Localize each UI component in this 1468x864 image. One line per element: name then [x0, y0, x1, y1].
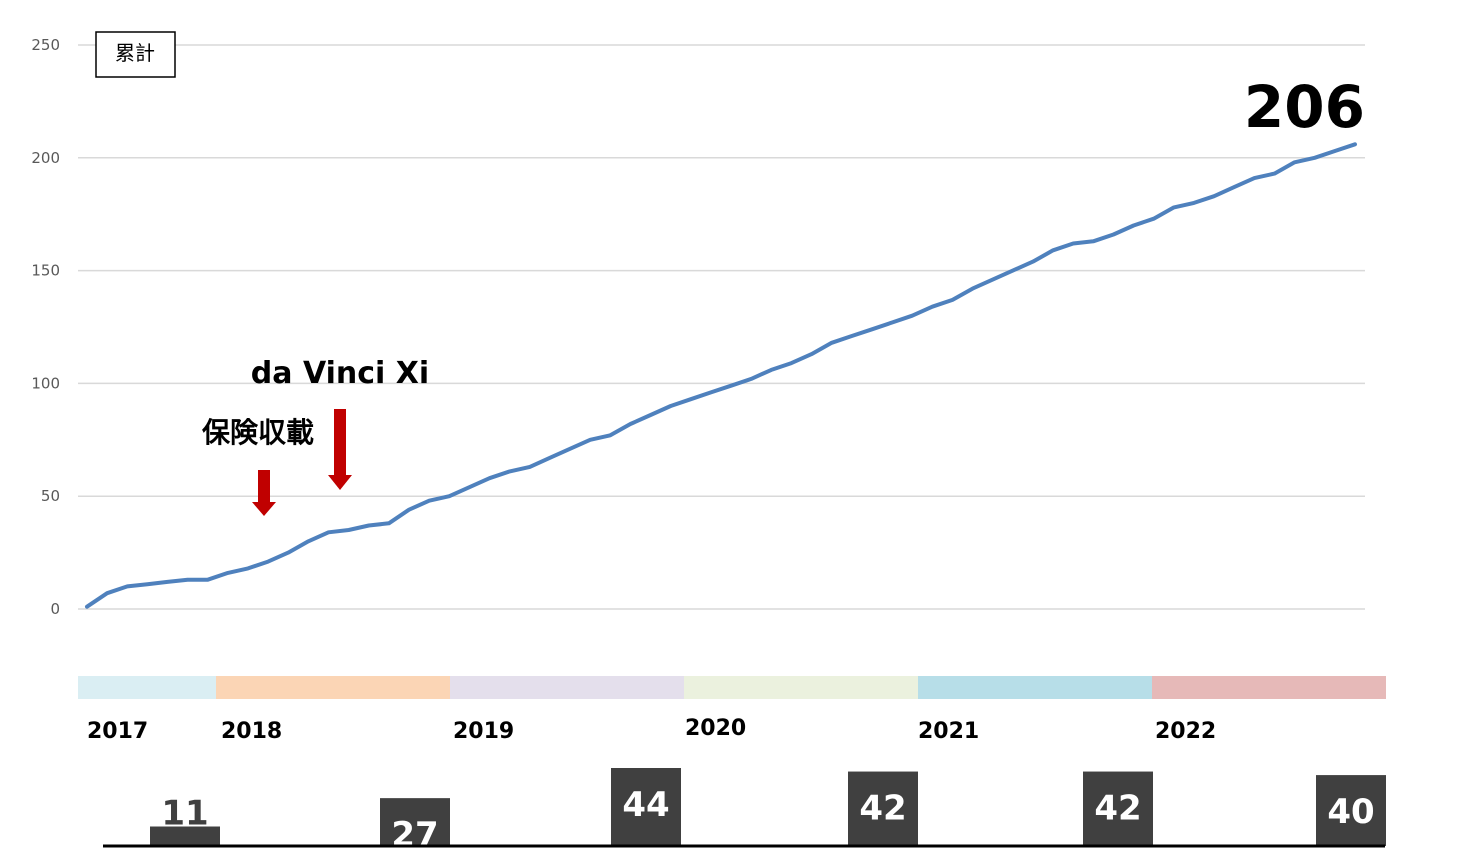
year-label: 2017 — [87, 719, 148, 744]
year-label: 2019 — [453, 719, 514, 744]
year-band — [1152, 676, 1386, 699]
annotation-insurance-label: 保険収載 — [202, 416, 314, 449]
year-labels: 2017 2018 2019 2020 2021 2022 — [87, 716, 1216, 744]
y-tick-label: 250 — [31, 36, 60, 54]
annotation-davinci-label: da Vinci Xi — [251, 356, 429, 391]
gridlines — [78, 44, 1365, 610]
year-band — [450, 676, 684, 699]
year-band — [918, 676, 1152, 699]
annual-bar-value: 11 — [161, 794, 208, 834]
end-value-label: 206 — [1244, 73, 1365, 141]
y-tick-label: 150 — [31, 262, 60, 280]
year-band — [684, 676, 918, 699]
annotation-davinci-arrow-icon — [328, 409, 352, 490]
y-tick-label: 200 — [31, 149, 60, 167]
annual-bar-value: 42 — [859, 789, 906, 829]
annual-bar-value: 44 — [622, 785, 669, 825]
year-label: 2022 — [1155, 719, 1216, 744]
annual-bar — [150, 826, 220, 846]
annotation-insurance-arrow-icon — [252, 470, 276, 516]
annual-bar — [611, 768, 681, 846]
year-label: 2020 — [685, 716, 746, 741]
year-band — [78, 676, 216, 699]
annual-bar — [1316, 775, 1386, 846]
y-tick-label: 0 — [50, 600, 60, 618]
annual-bar — [848, 771, 918, 846]
y-tick-label: 50 — [41, 487, 60, 505]
legend-box-label: 累計 — [115, 41, 155, 65]
y-axis-ticks: 0 50 100 150 200 250 — [31, 36, 60, 618]
annual-bar-value: 42 — [1094, 789, 1141, 829]
year-bands — [78, 676, 1386, 699]
annual-bar-value: 27 — [391, 815, 438, 855]
annual-bars: 11 27 44 42 42 40 — [150, 768, 1386, 855]
y-tick-label: 100 — [31, 374, 60, 392]
annual-bar-value: 40 — [1327, 792, 1374, 832]
cumulative-line — [85, 142, 1357, 609]
year-label: 2021 — [918, 719, 979, 744]
legend-box — [95, 31, 176, 78]
year-band — [216, 676, 450, 699]
annual-bar — [380, 798, 450, 846]
year-label: 2018 — [221, 719, 282, 744]
annual-bar — [1083, 771, 1153, 846]
